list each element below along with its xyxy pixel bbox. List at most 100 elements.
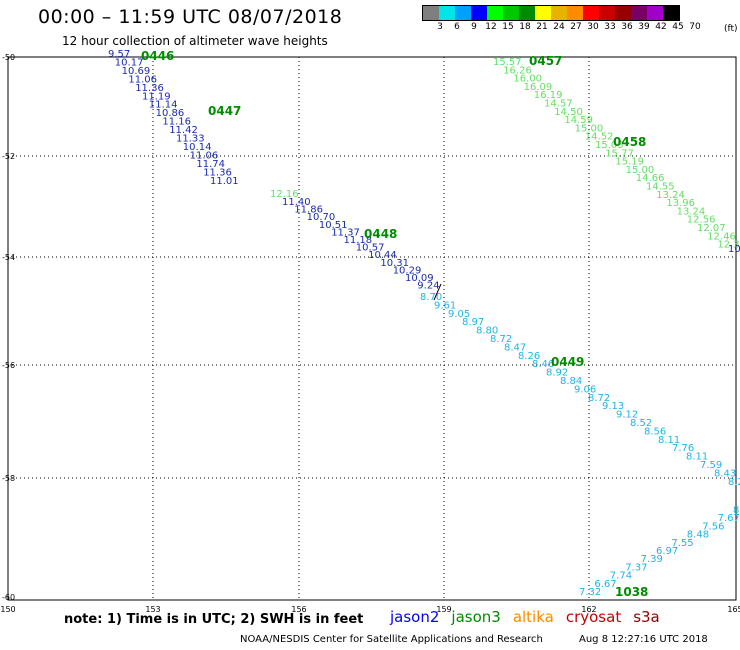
- wave-height-value: 10.51: [319, 220, 348, 231]
- wave-height-value: 11.06: [190, 150, 219, 161]
- wave-height-value: 8.11: [658, 435, 680, 446]
- lon-label: 162: [581, 605, 596, 614]
- wave-height-value: 8.80: [476, 326, 498, 337]
- legend-swatch: [535, 6, 551, 20]
- wave-height-value: 9.12: [616, 410, 638, 421]
- legend-label: 70: [689, 22, 701, 32]
- satellite-legend: jason2 jason3 altika cryosat s3a: [390, 608, 672, 626]
- track-crossing-mark: [433, 283, 442, 301]
- pass-time-label: 0447: [208, 104, 241, 118]
- wave-height-value: 8.72: [588, 393, 610, 404]
- wave-height-value: 11.18: [344, 235, 373, 246]
- pass-time-label: 0446: [141, 49, 174, 63]
- wave-height-value: 10.17: [115, 57, 144, 68]
- legend-swatch: [519, 6, 535, 20]
- color-legend: 3 6 9 12 15 18 21 24 27 30 33 36 39 42 45 70 (ft): [422, 5, 738, 34]
- wave-height-value: 8.46: [532, 359, 554, 370]
- wave-height-value: 7.37: [625, 562, 647, 573]
- satellite-altika: altika: [512, 608, 554, 626]
- wave-height-value: 16.09: [524, 82, 553, 93]
- wave-height-value: 12.35: [717, 240, 740, 251]
- map-frame: [7, 56, 737, 601]
- edge-value: 10: [728, 244, 740, 255]
- wave-height-value: 13.24: [656, 190, 685, 201]
- wave-height-value: 11.01: [210, 176, 239, 187]
- legend-label: 33: [604, 22, 616, 32]
- pass-time-label: 0457: [529, 54, 562, 68]
- legend-unit: (ft): [724, 24, 738, 34]
- lat-label: -52: [2, 152, 15, 161]
- wave-height-value: 15.77: [605, 148, 634, 159]
- wave-height-value: 11.33: [176, 134, 205, 145]
- wave-height-value: 8.72: [490, 334, 512, 345]
- wave-height-value: 11.42: [169, 125, 198, 136]
- wave-height-value: 15.00: [626, 165, 655, 176]
- wave-height-value: 16.26: [503, 65, 532, 76]
- lat-label: -60: [2, 593, 15, 602]
- wave-height-value: 11.16: [162, 117, 191, 128]
- legend-label: 6: [454, 22, 460, 32]
- wave-height-value: 15.00: [575, 123, 604, 134]
- legend-swatch: [471, 6, 487, 20]
- wave-height-value: 9.61: [434, 300, 456, 311]
- wave-height-value: 9.57: [108, 49, 130, 60]
- legend-swatches: [422, 5, 680, 21]
- legend-swatch: [647, 6, 663, 20]
- lon-label: 165: [727, 605, 740, 614]
- wave-height-value: 8.43: [714, 468, 736, 479]
- wave-height-value: 8.92: [546, 368, 568, 379]
- wave-height-value: 10.70: [307, 212, 336, 223]
- wave-height-value: 10.14: [183, 142, 212, 153]
- wave-height-value: 15.57: [493, 57, 522, 68]
- lat-label: -50: [2, 53, 15, 62]
- wave-height-value: 8.56: [644, 426, 666, 437]
- legend-label: 9: [471, 22, 477, 32]
- wave-height-value: 12.56: [687, 215, 716, 226]
- legend-label: 30: [587, 22, 599, 32]
- legend-label: 27: [570, 22, 582, 32]
- legend-swatch: [503, 6, 519, 20]
- legend-swatch: [631, 6, 647, 20]
- wave-height-value: 10.29: [393, 265, 422, 276]
- wave-height-value: 14.59: [564, 115, 593, 126]
- wave-height-value: 15.03: [595, 140, 624, 151]
- legend-label: 42: [655, 22, 667, 32]
- wave-height-value: 8.70: [420, 292, 442, 303]
- lon-label: 159: [436, 605, 451, 614]
- wave-height-value: 8.52: [630, 418, 652, 429]
- wave-height-value: 8.26: [518, 351, 540, 362]
- legend-label: 36: [621, 22, 633, 32]
- wave-height-value: 11.74: [196, 159, 225, 170]
- pass-time-label: 0448: [364, 227, 397, 241]
- wave-height-value: 7.32: [579, 587, 601, 598]
- legend-swatch: [551, 6, 567, 20]
- wave-height-value: 7.39: [641, 554, 663, 565]
- wave-height-value: 16.19: [534, 90, 563, 101]
- wave-height-value: 8.97: [462, 317, 484, 328]
- map-grid: 150 153 156 159 162 165 -50 -52 -54 -56 -58 -60: [0, 53, 740, 614]
- legend-label: 45: [672, 22, 684, 32]
- legend-swatch: [455, 6, 471, 20]
- legend-label: 39: [638, 22, 650, 32]
- wave-height-value: 10.09: [405, 273, 434, 284]
- legend-label: 24: [553, 22, 565, 32]
- wave-height-value: 9.24: [417, 281, 439, 292]
- pass-time-label: 0458: [613, 135, 646, 149]
- legend-swatch: [423, 6, 439, 20]
- footer-credit: NOAA/NESDIS Center for Satellite Applica…: [240, 634, 543, 645]
- wave-height-value: 11.36: [203, 167, 232, 178]
- wave-height-value: 16.00: [513, 74, 542, 85]
- wave-height-value: 11.36: [135, 83, 164, 94]
- wave-height-value: 7.59: [700, 460, 722, 471]
- altimeter-tracks: 9.5710.1710.6911.0611.3611.1911.1410.861…: [108, 49, 740, 599]
- wave-height-value: 10.57: [356, 243, 385, 254]
- wave-height-value: 12.16: [270, 189, 299, 200]
- wave-height-value: 12.07: [697, 223, 726, 234]
- satellite-jason3: jason3: [451, 608, 501, 626]
- wave-height-value: 7.55: [671, 538, 693, 549]
- wave-height-value: 6.67: [594, 579, 616, 590]
- legend-label: 21: [536, 22, 548, 32]
- lat-label: -54: [2, 253, 15, 262]
- wave-height-value: 10.31: [380, 258, 409, 269]
- wave-height-value: 11.06: [128, 74, 157, 85]
